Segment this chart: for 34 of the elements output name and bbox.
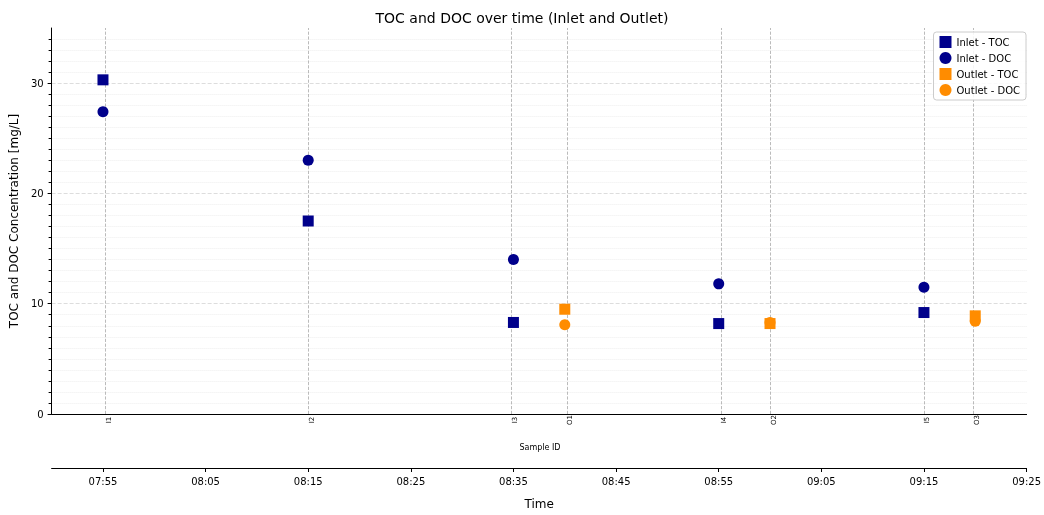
text: Sample ID — [519, 442, 561, 452]
legend-label: Outlet - DOC — [956, 84, 1021, 96]
x-tick-label: 08:45 — [601, 475, 631, 487]
x-tick-label: 09:05 — [806, 475, 836, 487]
legend-label: Outlet - TOC — [956, 68, 1019, 80]
legend-label: Inlet - DOC — [956, 52, 1012, 64]
x-tick-label: 07:55 — [88, 475, 118, 487]
point — [97, 106, 109, 118]
point — [918, 307, 930, 319]
x-axis-title: Time — [523, 497, 554, 511]
y-tick-label: 10 — [30, 298, 44, 310]
y-tick-label: 30 — [30, 77, 44, 89]
point — [302, 154, 314, 166]
point — [97, 74, 109, 86]
point — [713, 318, 725, 330]
legend-label: Inlet - TOC — [956, 36, 1010, 48]
point — [918, 281, 930, 293]
point — [507, 254, 519, 266]
point — [713, 278, 725, 290]
x-tick-label: 08:15 — [293, 475, 323, 487]
x-tick-label: 09:25 — [1012, 475, 1041, 487]
chart-title: TOC and DOC over time (Inlet and Outlet) — [374, 10, 669, 26]
point — [507, 316, 519, 328]
y-axis-title: TOC and DOC Concentration [mg/L] — [7, 113, 21, 330]
x-tick-label: 09:15 — [909, 475, 939, 487]
x-tick-label: 08:55 — [704, 475, 734, 487]
x-tick-label: 08:25 — [396, 475, 426, 487]
point — [559, 319, 571, 331]
x-tick-label: 08:35 — [499, 475, 528, 487]
y-tick-label: 0 — [37, 408, 44, 420]
x-tick-label: 08:05 — [191, 475, 220, 487]
point — [559, 303, 571, 315]
point — [302, 215, 314, 227]
y-tick-label: 20 — [30, 187, 44, 199]
